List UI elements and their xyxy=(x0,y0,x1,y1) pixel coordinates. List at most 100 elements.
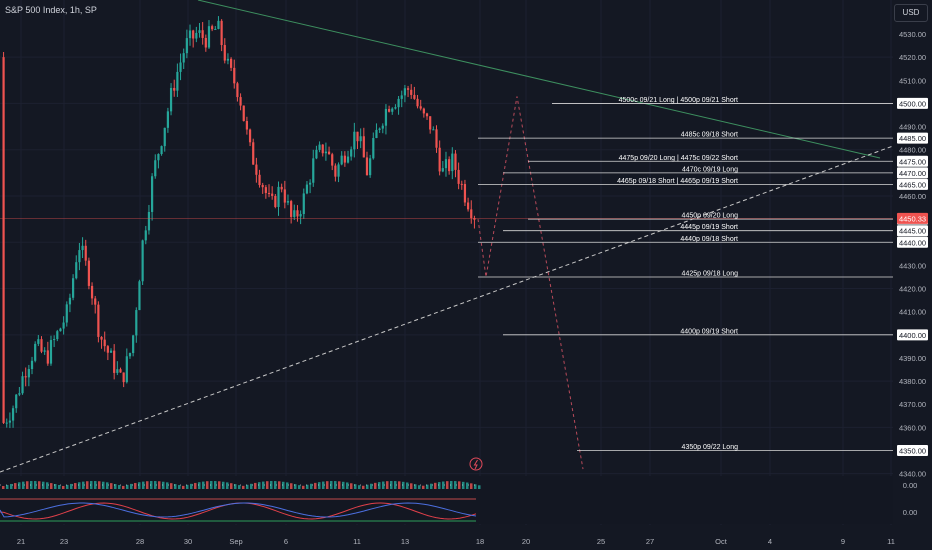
price-axis-tick-label: 4490.00 xyxy=(899,123,926,132)
candle-body xyxy=(267,192,271,194)
indicator-panes xyxy=(0,476,893,524)
candle-body xyxy=(21,376,24,394)
volume-bar xyxy=(278,481,281,489)
volume-bar xyxy=(150,481,153,489)
volume-bar xyxy=(146,481,149,489)
candle-body xyxy=(441,168,444,172)
candle-body xyxy=(201,30,204,38)
candle-body xyxy=(195,32,198,39)
volume-bar xyxy=(190,483,193,489)
volume-bar xyxy=(438,482,441,489)
volume-bar xyxy=(414,484,417,489)
candle-body xyxy=(419,106,422,109)
volume-bar xyxy=(210,481,213,489)
candle-body xyxy=(34,343,37,361)
volume-bar xyxy=(182,485,185,489)
candle-body xyxy=(308,182,312,185)
candle-body xyxy=(141,240,144,282)
candle-body xyxy=(299,214,302,217)
candle-body xyxy=(274,195,277,208)
indicator-axis-label: 0.00 xyxy=(903,481,918,490)
level-label: 4450p 09/20 Long xyxy=(682,213,739,220)
price-axis-tick-label: 4360.00 xyxy=(899,423,926,432)
volume-bar xyxy=(446,481,449,489)
candle-body xyxy=(277,186,280,208)
candle-body xyxy=(463,184,467,203)
volume-bar xyxy=(14,483,17,489)
volume-bar xyxy=(82,481,85,489)
volume-bar xyxy=(254,482,257,489)
candle-body xyxy=(220,20,223,46)
candle-body xyxy=(169,87,173,112)
resistance-trendline xyxy=(197,0,881,159)
candle-body xyxy=(416,98,419,107)
candle-body xyxy=(444,159,448,169)
volume-bar xyxy=(478,485,481,489)
volume-bar xyxy=(318,482,321,489)
volume-bar xyxy=(134,482,137,489)
candle-body xyxy=(422,108,425,114)
candle-body xyxy=(305,184,309,194)
candle-body xyxy=(68,297,72,305)
candle-body xyxy=(154,160,157,177)
candle-body xyxy=(293,210,296,217)
volume-bar xyxy=(330,481,333,489)
price-axis-tick-label: 4480.00 xyxy=(899,146,926,155)
volume-bar xyxy=(442,481,445,489)
candle-body xyxy=(242,105,245,122)
candle-body xyxy=(429,116,432,130)
candle-body xyxy=(397,98,400,108)
volume-bar xyxy=(346,482,349,489)
time-axis-tick-label: 6 xyxy=(284,537,288,546)
lightning-icon[interactable] xyxy=(469,457,483,471)
osc-line-blue xyxy=(0,502,477,518)
candle-body xyxy=(119,369,122,373)
candle-body xyxy=(375,129,378,139)
volume-bar xyxy=(462,481,465,489)
candle-body xyxy=(128,353,132,357)
candle-body xyxy=(229,58,233,68)
candle-body xyxy=(283,189,286,203)
volume-bar xyxy=(338,481,341,489)
volume-bar xyxy=(170,483,173,489)
volume-bar xyxy=(374,482,377,489)
candle-body xyxy=(432,129,435,131)
volume-bar xyxy=(418,485,421,489)
candle-body xyxy=(8,420,12,423)
level-label: 4500c 09/21 Long | 4500p 09/21 Short xyxy=(619,97,738,104)
candle-body xyxy=(473,217,476,220)
volume-bar xyxy=(370,483,373,489)
volume-bar xyxy=(390,481,393,489)
candle-body xyxy=(106,346,109,353)
candle-body xyxy=(264,187,267,193)
price-axis-level-box xyxy=(897,329,928,341)
candle-body xyxy=(381,125,384,129)
price-axis-tick-label: 4510.00 xyxy=(899,76,926,85)
candle-body xyxy=(384,108,388,126)
volume-bar xyxy=(354,484,357,489)
candle-body xyxy=(132,335,135,354)
price-axis-tick-label: 4340.00 xyxy=(899,470,926,479)
volume-bar xyxy=(434,482,437,489)
price-axis-level-label: 4470.00 xyxy=(899,169,926,178)
volume-bar xyxy=(298,485,301,489)
currency-button[interactable]: USD xyxy=(894,4,928,22)
volume-bar xyxy=(226,482,229,489)
candle-body xyxy=(466,202,470,210)
candle-body xyxy=(236,83,239,98)
candle-body xyxy=(84,245,87,261)
candle-body xyxy=(160,146,163,155)
volume-bar xyxy=(458,481,461,489)
candle-body xyxy=(185,38,188,54)
candle-body xyxy=(327,151,331,155)
candle-body xyxy=(43,350,46,352)
volume-bar xyxy=(234,484,237,489)
price-axis-level-box xyxy=(897,445,928,457)
volume-bar xyxy=(158,481,161,489)
volume-bar xyxy=(2,486,5,489)
volume-bar xyxy=(202,481,205,489)
time-axis-tick-label: 9 xyxy=(841,537,845,546)
volume-bar xyxy=(274,481,277,489)
